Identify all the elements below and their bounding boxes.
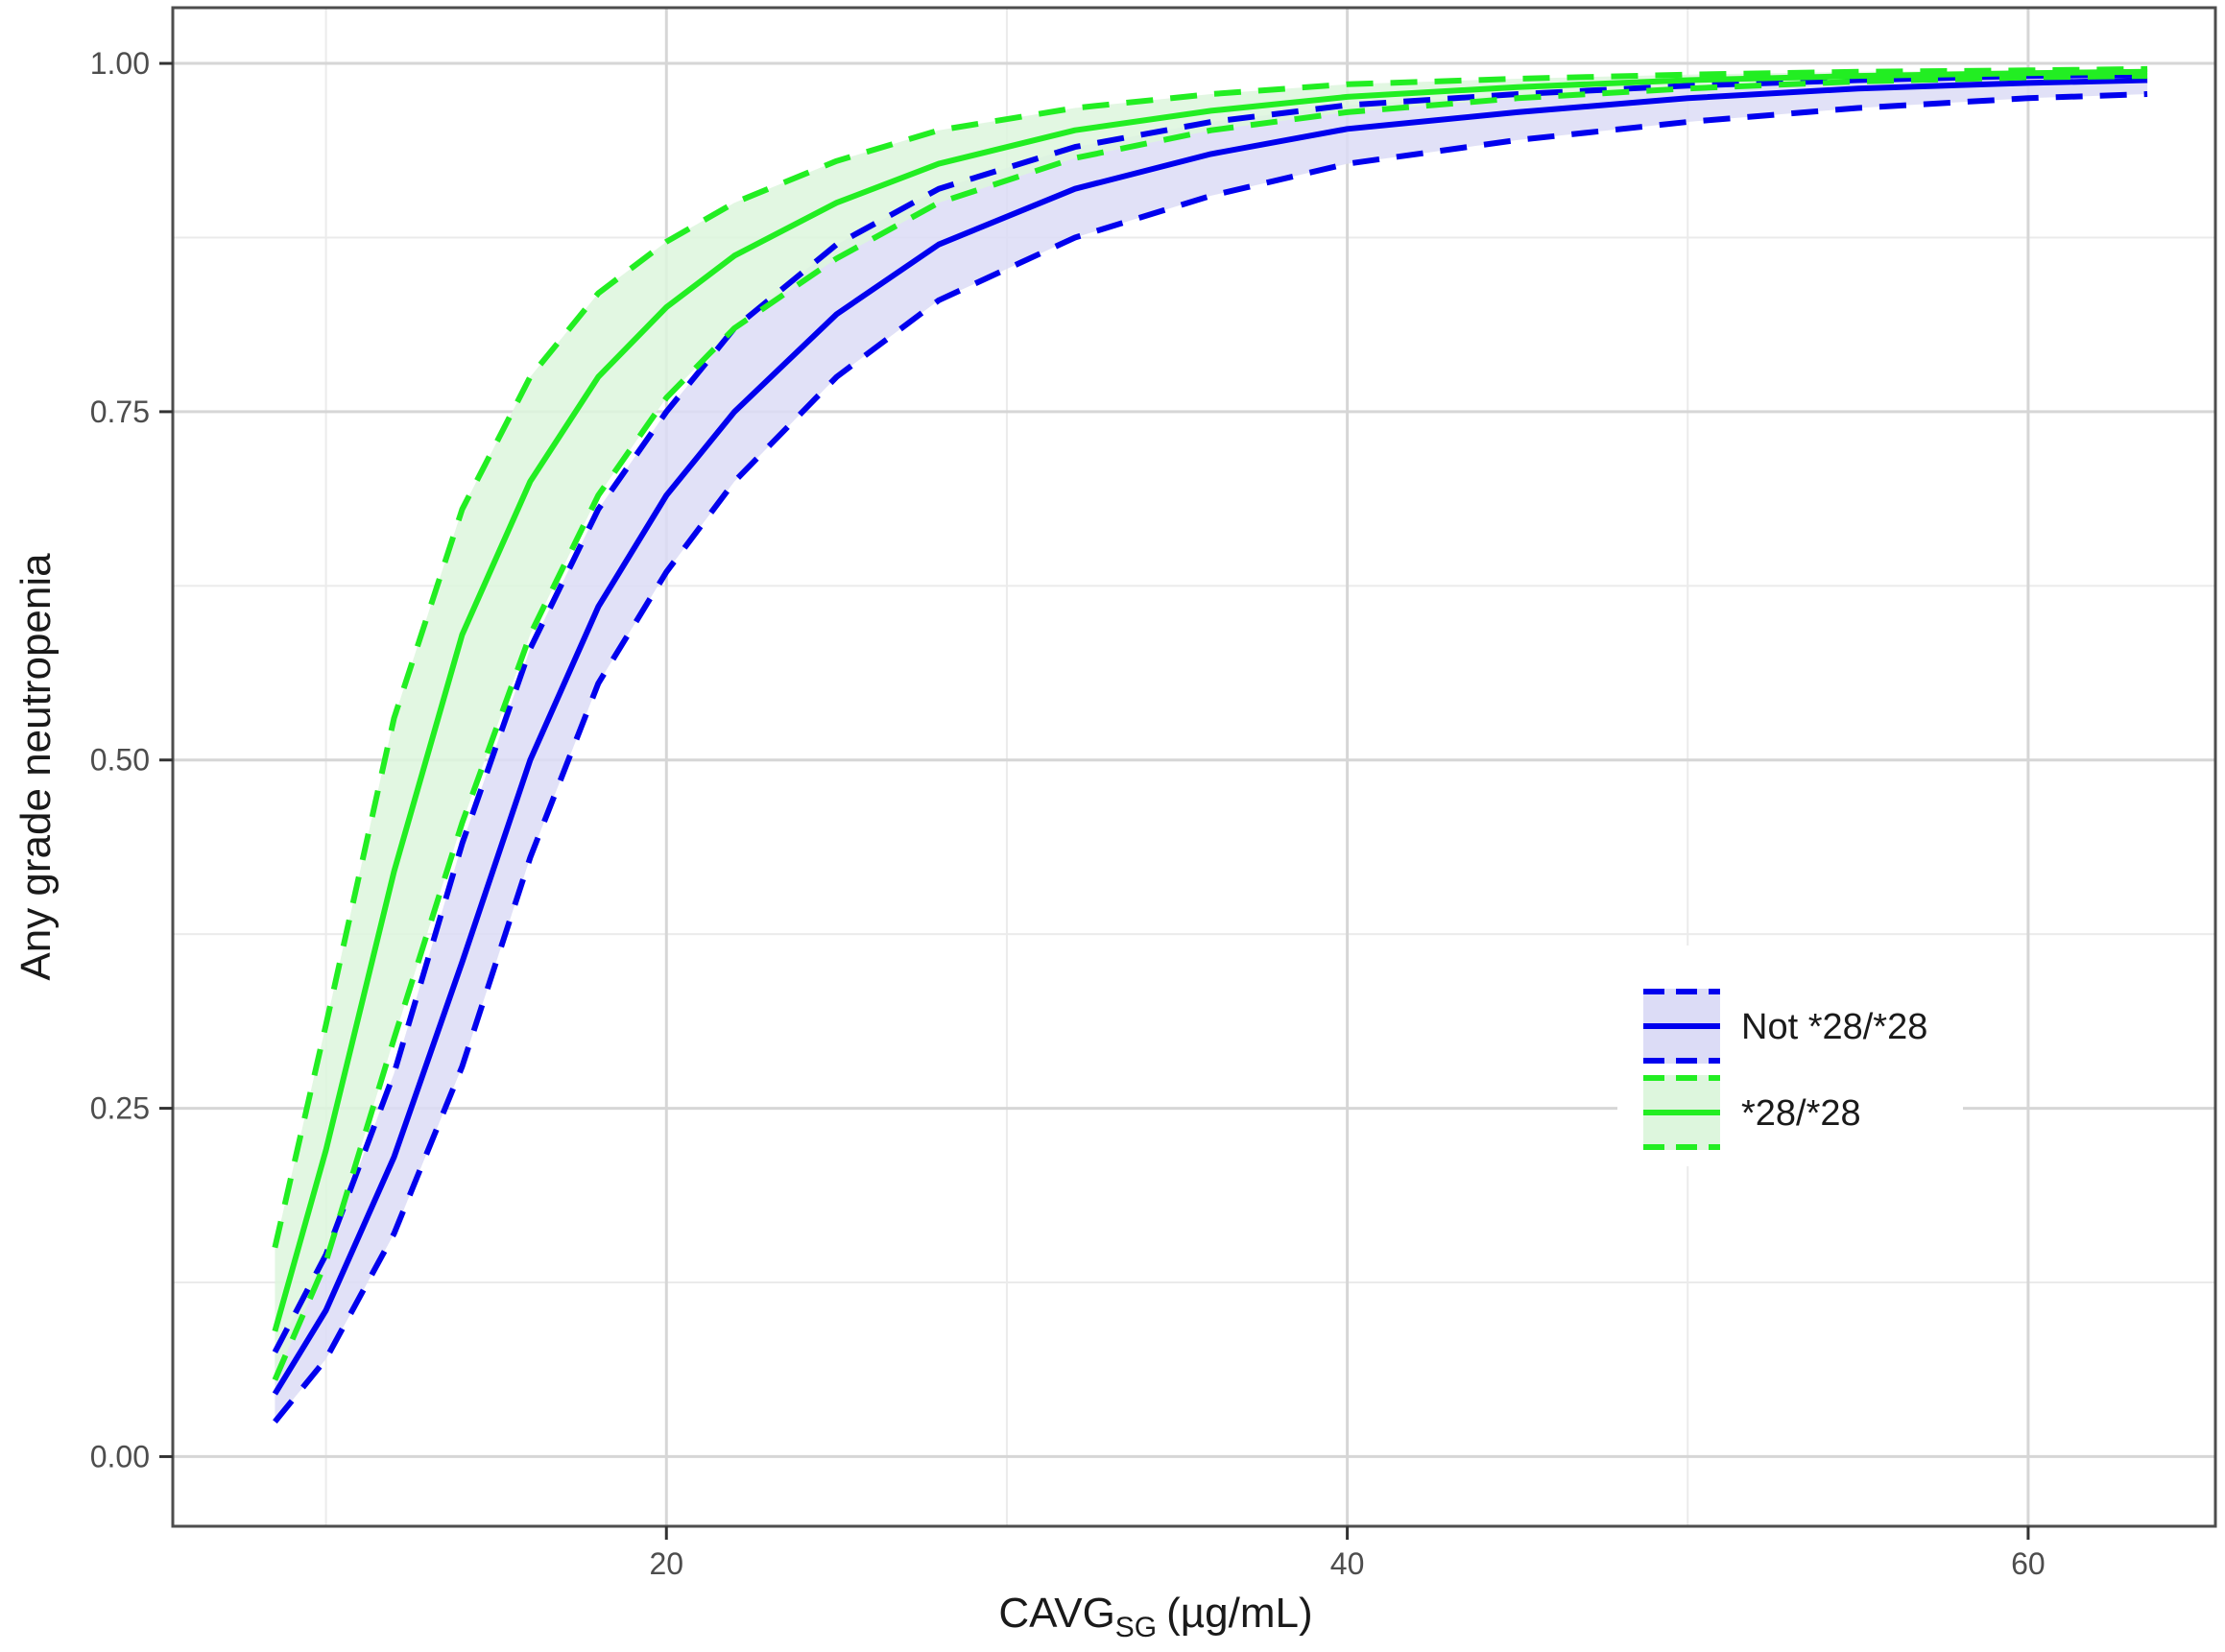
- series-2-upper-line: [272, 65, 2148, 1249]
- series-lines: [272, 65, 2148, 1424]
- legend: Not *28/*28 *28/*28: [1617, 946, 1963, 1166]
- x-tick-label: 20: [649, 1546, 683, 1581]
- x-tick-label: 40: [1330, 1546, 1365, 1581]
- x-axis-title-unit: (µg/mL): [1166, 1590, 1312, 1637]
- series-2-lower-line: [272, 73, 2148, 1381]
- legend-label-series-2: *28/*28: [1741, 1093, 1861, 1134]
- legend-key-series-1: [1643, 989, 1720, 1064]
- x-axis-title: CAVGSG (µg/mL): [998, 1590, 1312, 1643]
- band-series-1: [275, 74, 2148, 1423]
- series-1-estimate-line: [272, 77, 2148, 1396]
- y-tick-label: 0.75: [90, 395, 150, 429]
- y-tick-label: 0.00: [90, 1439, 150, 1473]
- x-axis-title-subscript: SG: [1115, 1612, 1157, 1643]
- confidence-bands: [275, 68, 2148, 1423]
- y-tick-label: 1.00: [90, 46, 150, 81]
- x-tick-label: 60: [2011, 1546, 2046, 1581]
- y-tick-label: 0.25: [90, 1091, 150, 1126]
- legend-label-series-1: Not *28/*28: [1741, 1007, 1927, 1047]
- y-axis-title: Any grade neutropenia: [12, 553, 60, 981]
- panel-border: [171, 6, 2217, 1528]
- axis-ticks: 20 40 60 0.00 0.25 0.50 0.75 1.00: [90, 46, 2046, 1581]
- series-2-estimate-line: [272, 68, 2148, 1332]
- y-tick-label: 0.50: [90, 743, 150, 778]
- x-axis-title-main: CAVG: [998, 1590, 1114, 1637]
- series-1-lower-line: [273, 91, 2148, 1424]
- legend-key-series-2: [1643, 1075, 1720, 1150]
